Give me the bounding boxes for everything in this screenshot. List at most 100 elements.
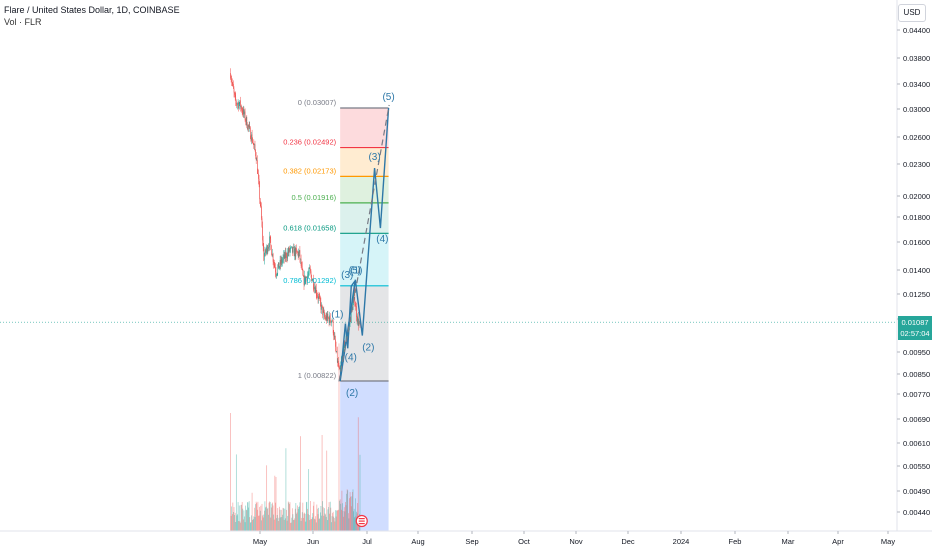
candle-body (335, 339, 336, 347)
volume-bar (245, 505, 247, 531)
volume-bar (324, 508, 325, 531)
candle-body (266, 246, 268, 253)
volume-bar (331, 522, 332, 531)
candle-body (343, 344, 344, 359)
volume-bar (244, 516, 245, 531)
candle-body (238, 102, 239, 109)
volume-bar (299, 502, 301, 531)
candle-body (324, 317, 326, 318)
volume-bar (247, 502, 249, 531)
volume-bar (276, 515, 278, 531)
volume-bar (271, 503, 273, 531)
volume-bar (265, 507, 266, 531)
candle-body (320, 297, 321, 302)
candle-body (248, 124, 249, 128)
volume-bar (313, 501, 315, 531)
candle-body (316, 294, 318, 296)
volume-bar (256, 503, 258, 531)
candle-body (253, 144, 255, 145)
x-tick-label: Mar (782, 537, 795, 546)
volume-bar (337, 510, 339, 531)
volume-bar (328, 507, 329, 531)
candle-body (274, 264, 276, 268)
volume-bar (332, 513, 333, 531)
volume-bar (297, 508, 299, 531)
volume-bar (255, 504, 256, 531)
candle-body (285, 253, 287, 258)
candle-body (290, 246, 292, 248)
candle-body (344, 341, 346, 347)
candle-body (247, 124, 249, 130)
candle-body (251, 134, 252, 141)
volume-bar (327, 509, 329, 531)
candle-body (285, 252, 286, 258)
candle-body (237, 102, 239, 104)
candle-body (321, 304, 323, 307)
currency-button[interactable]: USD (898, 4, 926, 22)
volume-bar (240, 522, 241, 531)
volume-bar (272, 502, 273, 531)
candle-body (276, 273, 278, 275)
candle-body (315, 287, 316, 293)
x-tick-label: Oct (518, 537, 531, 546)
volume-bar (302, 502, 304, 531)
volume-bar (257, 501, 259, 531)
volume-bar (267, 507, 269, 531)
candle-body (295, 248, 297, 257)
volume-bar (261, 520, 262, 531)
elliott-wave-major (339, 107, 390, 382)
volume-bar (232, 502, 234, 531)
fib-level-label: 0 (0.03007) (298, 98, 337, 107)
y-tick-label: 0.03800 (903, 54, 930, 63)
candle-body (310, 271, 312, 275)
candle-body (284, 252, 286, 259)
candle-body (277, 267, 279, 274)
volume-bar (275, 477, 277, 531)
candle-body (240, 106, 242, 108)
volume-bar (348, 518, 350, 531)
candle-body (252, 142, 254, 145)
candle-body (262, 240, 264, 247)
current-price-value: 0.01087 (901, 318, 929, 327)
volume-bar (288, 502, 290, 531)
volume-bar (239, 521, 241, 531)
candle-body (298, 252, 300, 257)
candle-body (259, 184, 260, 200)
volume-bar (274, 475, 276, 531)
volume-bar (336, 510, 338, 531)
volume-bar (296, 513, 297, 531)
volume-bar (330, 507, 332, 531)
volume-bar (339, 500, 340, 531)
elliott-wave-label: (4) (376, 234, 388, 245)
volume-bar (308, 514, 310, 531)
candle-body (255, 156, 257, 161)
y-tick-label: 0.00770 (903, 390, 930, 399)
volume-bar (306, 501, 308, 531)
volume-bar (277, 521, 279, 531)
candle-body (330, 320, 332, 324)
candle-body (264, 249, 266, 256)
candle-body (286, 253, 287, 258)
volume-bar (295, 503, 297, 531)
candle-body (357, 316, 359, 326)
candle-body (315, 287, 317, 295)
candle-body (237, 103, 238, 105)
x-tick-label: Jul (362, 537, 372, 546)
volume-indicator-label[interactable]: Vol · FLR (4, 17, 42, 27)
volume-bar (323, 515, 325, 531)
candle-body (309, 267, 311, 269)
candle-body (289, 249, 291, 252)
candle-body (331, 320, 333, 322)
volume-bar (293, 519, 294, 531)
candle-body (271, 254, 273, 257)
candle-body (292, 246, 293, 253)
candle-body (358, 322, 360, 326)
candle-body (304, 275, 305, 285)
event-marker-stripe (358, 520, 365, 522)
volume-bar (349, 498, 350, 531)
volume-bar (251, 515, 252, 531)
candle-body (279, 266, 280, 269)
event-marker-stripe (358, 523, 365, 525)
